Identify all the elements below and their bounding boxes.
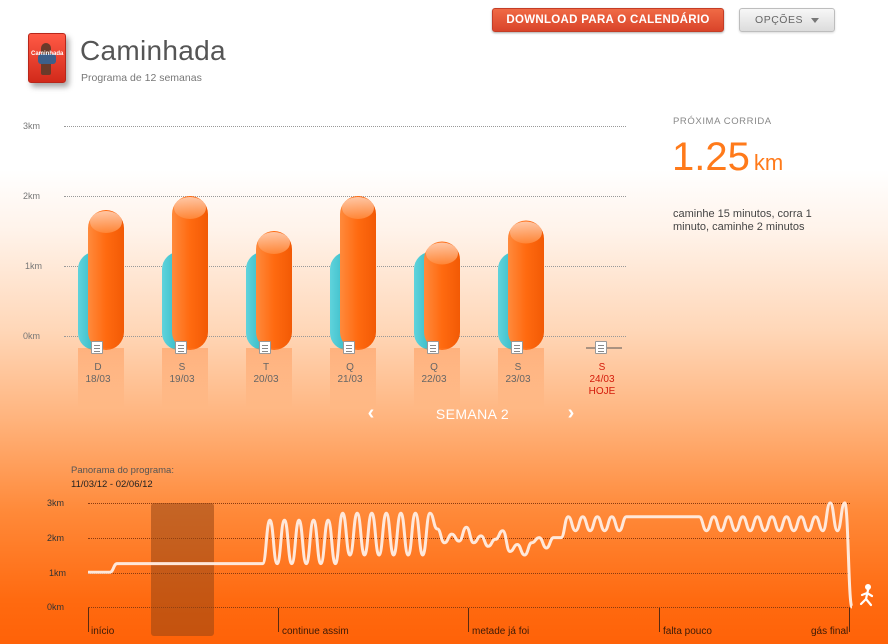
bar-reflection [414,348,460,408]
note-icon[interactable] [511,341,523,354]
program-thumbnail: Caminhada [28,33,66,83]
day-label: S 23/03 [498,362,538,386]
overview-label: Panorama do programa: [71,465,174,476]
day-label: D 18/03 [78,362,118,386]
phase-divider [659,608,660,632]
day-date: 20/03 [253,374,279,385]
next-run-distance: 1.25 km [672,135,783,180]
phase-label-halfway: metade já foi [472,626,530,637]
actual-bar-cap [174,197,206,219]
program-distance-line [88,501,854,609]
day-date: 22/03 [421,374,447,385]
day-label: Q 21/03 [330,362,370,386]
week-label: SEMANA 2 [435,406,510,422]
day-date: 21/03 [337,374,363,385]
day-letter: S [598,362,606,373]
actual-bar[interactable] [88,210,124,350]
day-label: Q 22/03 [414,362,454,386]
today-label: HOJE [588,386,616,397]
options-label: OPÇÕES [755,14,803,26]
overview-gridline [88,573,850,574]
overview-date-range: 11/03/12 - 02/06/12 [71,479,153,490]
day-label: S 19/03 [162,362,202,386]
note-icon[interactable] [427,341,439,354]
bar-reflection [78,348,124,408]
current-week-highlight[interactable] [151,503,214,636]
overview-gridline [88,607,850,608]
day-letter: S [178,362,186,373]
phase-label-almost: falta pouco [663,626,712,637]
overview-ytick-0km: 0km [47,602,65,612]
actual-bar[interactable] [424,241,460,351]
day-label: T 20/03 [246,362,286,386]
day-date: 18/03 [85,374,111,385]
actual-bar-cap [426,242,458,265]
options-button[interactable]: OPÇÕES [739,8,835,32]
weekly-bars [78,196,622,408]
day-letter: T [262,362,270,373]
day-letter: D [94,362,102,373]
page-subtitle: Programa de 12 semanas [81,72,202,84]
actual-bar-cap [258,232,290,254]
week-ytick-1km: 1km [25,261,43,271]
phase-divider [468,608,469,632]
day-label: S 24/03 HOJE [582,362,622,398]
day-date: 23/03 [505,374,531,385]
bar-reflection [330,348,376,408]
next-run-label: PRÓXIMA CORRIDA [673,116,772,127]
note-icon[interactable] [595,341,607,354]
week-ytick-0km: 0km [23,331,41,341]
week-gridline [64,126,626,127]
day-date: 24/03 [589,374,615,385]
chevron-down-icon [810,17,819,23]
note-icon[interactable] [259,341,271,354]
overview-ytick-2km: 2km [47,533,65,543]
actual-bar-cap [90,211,122,233]
prev-week-arrow[interactable]: ‹ [367,402,375,424]
day-letter: Q [346,362,354,373]
thumbnail-label: Caminhada [31,51,64,57]
bar-reflection [498,348,544,408]
actual-bar[interactable] [172,196,208,350]
overview-gridline [88,503,850,504]
actual-bar[interactable] [508,220,544,351]
download-calendar-button[interactable]: DOWNLOAD PARA O CALENDÁRIO [492,8,724,32]
page-title: Caminhada [80,35,226,66]
phase-divider [278,608,279,632]
bar-reflection [162,348,208,408]
next-run-description: caminhe 15 minutos, corra 1 minuto, cami… [673,208,812,233]
day-letter: Q [430,362,438,373]
runner-icon [859,584,874,607]
bar-reflection [246,348,292,408]
phase-label-start: início [91,626,115,637]
actual-bar[interactable] [256,231,292,350]
actual-bar-cap [342,197,374,219]
week-ytick-3km: 3km [23,121,41,131]
overview-ytick-1km: 1km [49,568,67,578]
next-run-value: 1.25 [672,135,750,179]
day-letter: S [514,362,522,373]
note-icon[interactable] [91,341,103,354]
phase-label-final: gás final [811,626,849,637]
next-run-unit: km [753,150,784,175]
overview-ytick-3km: 3km [47,498,65,508]
week-gridline [64,196,626,197]
week-ytick-2km: 2km [23,191,41,201]
phase-divider [88,608,89,632]
note-icon[interactable] [175,341,187,354]
runner-figure-detail [38,54,56,64]
day-date: 19/03 [169,374,195,385]
actual-bar-cap [510,221,542,244]
phase-divider [849,608,850,632]
actual-bar[interactable] [340,196,376,350]
next-week-arrow[interactable]: › [567,402,575,424]
note-icon[interactable] [343,341,355,354]
phase-label-keep-going: continue assim [282,626,349,637]
overview-gridline [88,538,850,539]
